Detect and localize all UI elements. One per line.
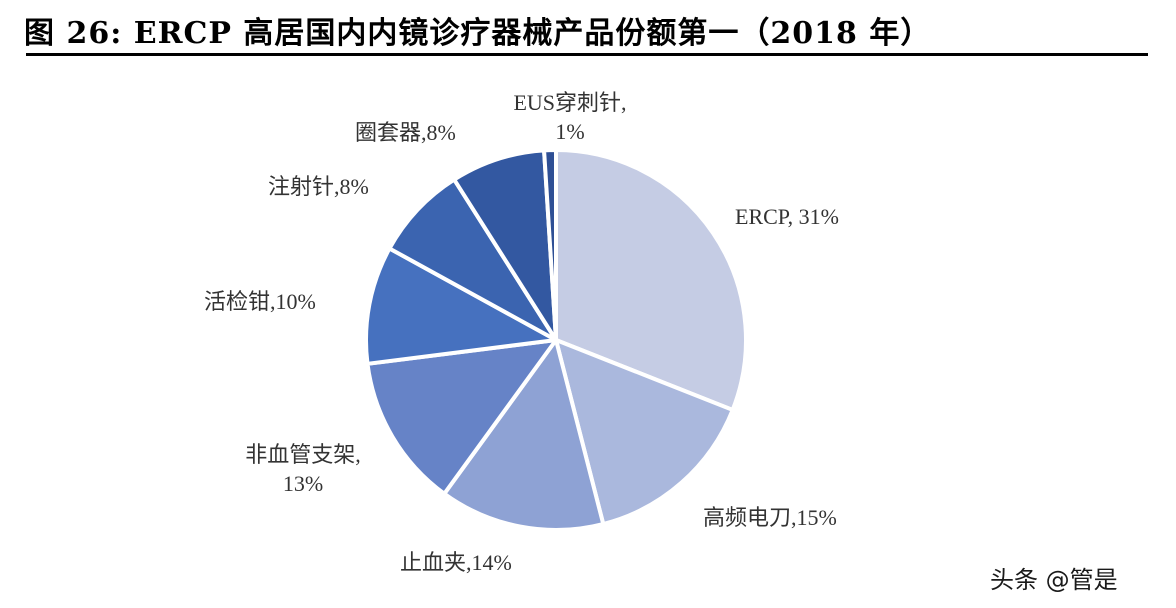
pie-slice-4 — [365, 338, 558, 496]
label-biopsy-forceps: 活检钳,10% — [204, 289, 316, 314]
pie-slices — [364, 148, 748, 532]
label-nonvascular-stent-value: 13% — [282, 471, 324, 496]
pie-slice-2 — [554, 338, 735, 527]
label-nonvascular-stent: 非血管支架, 13% — [228, 440, 378, 498]
label-hemostatic-clip: 止血夹,14% — [400, 550, 512, 575]
pie-slice-3 — [442, 338, 606, 532]
label-ercp: ERCP, 31% — [735, 204, 839, 229]
label-hf-electrosurgical-knife: 高频电刀,15% — [703, 505, 837, 530]
watermark: 头条 @管是 — [990, 566, 1118, 594]
pie-slice-8 — [542, 148, 558, 342]
label-snare: 圈套器,8% — [355, 120, 456, 145]
label-eus-needle-value: 1% — [555, 119, 585, 144]
label-injection-needle: 注射针,8% — [268, 174, 369, 199]
label-nonvascular-stent-name: 非血管支架, — [245, 442, 361, 467]
figure-title: 图 26: ERCP 高居国内内镜诊疗器械产品份额第一（2018 年） — [24, 16, 932, 51]
label-eus-needle-name: EUS穿刺针, — [513, 90, 627, 115]
pie-slice-5 — [364, 246, 558, 366]
title-underline — [26, 53, 1148, 56]
pie-slice-1 — [554, 148, 748, 412]
label-eus-needle: EUS穿刺针, 1% — [490, 88, 650, 146]
